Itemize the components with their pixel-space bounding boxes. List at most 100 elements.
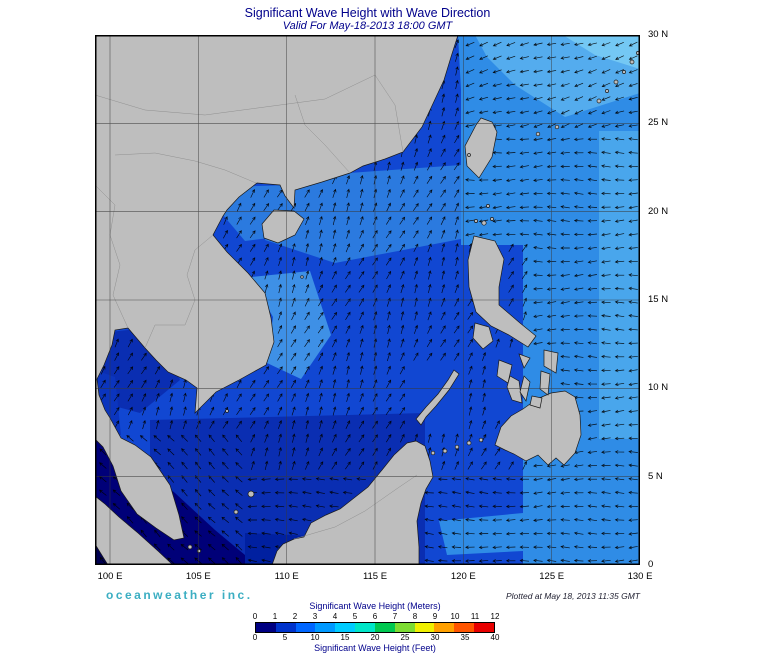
- land-islet: [467, 153, 471, 157]
- meters-tick-label: 6: [372, 612, 378, 621]
- meters-tick-label: 0: [252, 612, 258, 621]
- land-island-7: [518, 353, 531, 369]
- lat-label: 30 N: [648, 29, 669, 40]
- graticule: [95, 35, 640, 565]
- meters-tick-label: 1: [272, 612, 278, 621]
- colorbar-segment: [355, 623, 375, 632]
- land-islet: [466, 440, 472, 446]
- colorbar-segment: [275, 623, 296, 632]
- lat-label: 15 N: [648, 294, 669, 305]
- land-islet: [613, 79, 619, 85]
- meters-tick-label: 12: [490, 612, 500, 621]
- land-islet: [187, 544, 193, 550]
- land-island-5: [539, 370, 551, 396]
- country-border: [294, 94, 351, 174]
- land-luzon: [467, 235, 537, 348]
- feet-tick-label: 15: [340, 633, 350, 642]
- meters-tick-label: 4: [332, 612, 338, 621]
- meters-tick-label: 11: [470, 612, 480, 621]
- lon-label: 100 E: [97, 571, 123, 582]
- wave-region-right-band: [599, 131, 640, 439]
- lon-label: 120 E: [450, 571, 476, 582]
- feet-ticks: 0 5 10 15 20 25 30 35 40: [252, 633, 500, 643]
- country-border: [114, 152, 257, 184]
- plotted-timestamp: Plotted at May 18, 2013 11:35 GMT: [505, 591, 640, 601]
- lat-label: 0: [648, 559, 654, 570]
- lon-label: 105 E: [185, 571, 211, 582]
- colorbar-segment: [434, 623, 455, 632]
- land-islet: [247, 490, 255, 498]
- land-islet: [629, 59, 635, 65]
- lon-label: 115 E: [362, 571, 388, 582]
- land-taiwan: [464, 117, 498, 179]
- land-islet: [474, 219, 478, 223]
- land-borneo: [271, 440, 434, 566]
- wave-direction-arrows: [99, 39, 638, 565]
- land-island-2: [506, 375, 523, 404]
- feet-tick-label: 35: [460, 633, 470, 642]
- land-sumatra: [94, 495, 174, 566]
- colorbar-segment: [315, 623, 336, 632]
- meters-tick-label: 9: [432, 612, 438, 621]
- colorbar-segment: [335, 623, 356, 632]
- credit-logo: oceanweather inc.: [106, 588, 253, 602]
- lon-label: 125 E: [539, 571, 565, 582]
- colorbar-segment: [414, 623, 435, 632]
- land-mindanao: [494, 390, 582, 466]
- map-svg: [94, 34, 640, 566]
- land-islet: [478, 437, 484, 443]
- meters-tick-label: 7: [392, 612, 398, 621]
- legend-meters-title: Significant Wave Height (Meters): [309, 601, 441, 611]
- lat-label: 10 N: [648, 382, 669, 394]
- land-islet: [486, 204, 490, 208]
- map-frame-border: [95, 35, 640, 565]
- colorbar-segment: [256, 623, 276, 632]
- land-islet: [535, 131, 541, 137]
- colorbar-segment: [374, 623, 395, 632]
- lat-label: 5 N: [648, 470, 663, 482]
- country-border: [374, 74, 404, 153]
- land-islet: [430, 450, 436, 456]
- feet-tick-label: 20: [370, 633, 380, 642]
- land-islet: [442, 448, 448, 454]
- land-island-4: [529, 395, 543, 409]
- colorbar-segment: [295, 623, 316, 632]
- land-islet: [454, 444, 460, 450]
- land-islet: [605, 89, 609, 93]
- land-islet: [197, 549, 201, 553]
- feet-tick-label: 40: [490, 633, 500, 642]
- lat-label: 20 N: [648, 205, 669, 217]
- land-islet: [233, 509, 239, 515]
- country-border: [94, 74, 376, 116]
- land-islet: [481, 220, 487, 226]
- lon-label: 110 E: [274, 571, 299, 582]
- feet-tick-label: 0: [252, 633, 258, 642]
- land-island-8: [415, 369, 460, 426]
- wave-region-celebes-streak: [439, 513, 523, 555]
- meters-tick-label: 8: [412, 612, 418, 621]
- land-islet: [225, 409, 229, 413]
- chart-title: Significant Wave Height with Wave Direct…: [244, 6, 491, 20]
- feet-tick-label: 25: [400, 633, 410, 642]
- meters-tick-label: 5: [352, 612, 358, 621]
- lon-label: 130 E: [627, 571, 653, 582]
- feet-tick-label: 5: [282, 633, 288, 642]
- lat-label: 25 N: [648, 117, 669, 129]
- land-islet: [596, 98, 602, 104]
- meters-tick-label: 3: [312, 612, 318, 621]
- land-island-0: [472, 322, 494, 350]
- meters-ticks: 0 1 2 3 4 5 6 7 8 9 10 11 12: [252, 612, 500, 622]
- land-mainland: [94, 34, 459, 541]
- country-border: [293, 474, 418, 540]
- wave-region-vietnam-coastal: [251, 271, 331, 379]
- map-canvas: [94, 34, 640, 566]
- land-island-6: [543, 349, 559, 374]
- chart-subtitle: Valid For May-18-2013 18:00 GMT: [282, 20, 453, 32]
- meters-tick-label: 10: [450, 612, 460, 621]
- meters-tick-label: 2: [292, 612, 298, 621]
- country-border: [94, 184, 129, 329]
- wave-region-north-scs: [265, 165, 461, 263]
- colorbar-segment: [474, 623, 494, 632]
- colorbar: [255, 622, 495, 633]
